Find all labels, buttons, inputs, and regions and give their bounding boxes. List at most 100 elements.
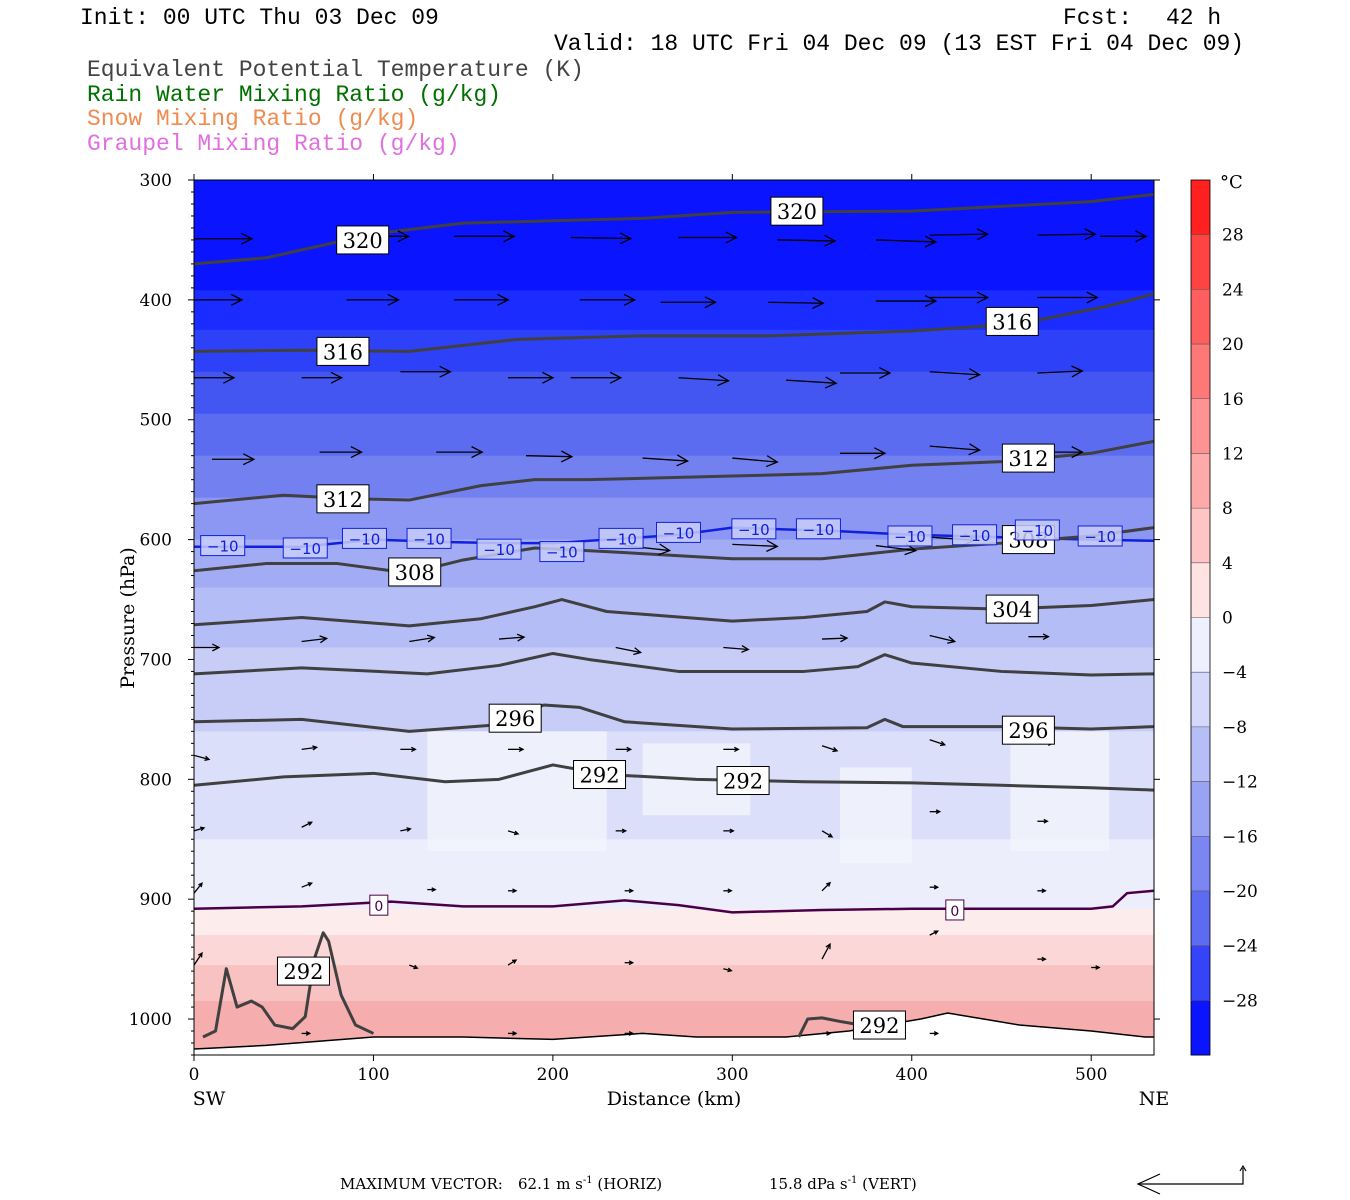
colorbar-tick-label: 20 <box>1222 335 1244 355</box>
wind-vector-head <box>939 740 947 747</box>
wind-vector <box>723 828 735 834</box>
wind-vector <box>786 376 838 389</box>
wind-vector-head <box>199 826 206 832</box>
wind-vector <box>570 371 623 384</box>
wind-vector <box>194 754 211 761</box>
x-tick-label: 0 <box>189 1065 200 1085</box>
wind-vector-head <box>406 827 412 832</box>
wind-vector <box>929 1031 940 1036</box>
theta-e-label: 304 <box>985 594 1039 624</box>
wind-vector <box>400 827 412 832</box>
wind-vector-head <box>242 453 256 466</box>
wind-vector-head <box>212 643 221 652</box>
wind-vector-head <box>704 296 717 309</box>
wind-vector-shaft <box>821 830 833 838</box>
wind-vector-shaft <box>929 739 945 746</box>
temp-label: −10 <box>476 538 522 560</box>
temp-label: −10 <box>887 525 933 547</box>
wind-vector-head <box>878 366 892 380</box>
wind-vector-head <box>1095 965 1101 970</box>
temp-label-text: 0 <box>374 899 383 915</box>
wind-vector-head <box>623 293 637 306</box>
colorbar-segment <box>1191 726 1210 783</box>
wind-vector-head <box>312 745 319 751</box>
wind-vector <box>624 1031 635 1036</box>
wind-vector-head <box>933 1031 940 1036</box>
colorbar-segment <box>1191 453 1210 509</box>
colorbar-tick-label: −12 <box>1222 773 1258 793</box>
wind-vector-head <box>198 882 203 888</box>
wind-vector <box>1037 228 1097 241</box>
wind-vector-head <box>633 647 643 656</box>
wind-vector-shaft <box>194 952 203 966</box>
colorbar-tick-label: 0 <box>1222 609 1233 629</box>
warm-patch-0 <box>427 731 607 852</box>
colorbar-tick-label: −4 <box>1222 663 1247 683</box>
theta-e-label: 308 <box>388 557 442 587</box>
wind-vector-head <box>873 447 887 460</box>
wind-vector <box>615 828 628 834</box>
wind-vector-shaft <box>301 746 317 750</box>
temp-label-text: −10 <box>546 544 578 562</box>
theta-e-label-box <box>1001 715 1055 745</box>
wind-vector <box>875 295 938 308</box>
wind-vector-head <box>542 371 555 384</box>
wind-vector <box>194 371 236 384</box>
colorbar-segment <box>1191 398 1210 454</box>
wind-vector <box>194 293 244 306</box>
theta-e-label-box <box>388 557 442 587</box>
y-tick-label: 1000 <box>129 1010 172 1030</box>
wind-vector-head <box>426 634 436 643</box>
wind-vector <box>678 374 730 387</box>
wind-vector <box>821 830 834 838</box>
wind-vector-shaft <box>615 646 641 654</box>
wind-vector-head <box>825 942 831 950</box>
wind-vector <box>723 967 733 973</box>
wind-vector <box>723 644 750 653</box>
ground-surface <box>194 1012 1154 1055</box>
wind-vector-head <box>397 230 410 243</box>
wind-vector <box>875 235 938 248</box>
wind-vector-head <box>826 881 832 887</box>
legend-rain: Rain Water Mixing Ratio (g/kg) <box>87 82 502 108</box>
wind-vector <box>570 232 633 245</box>
colorbar-segment <box>1191 1000 1210 1056</box>
temp-band-9 <box>194 647 1154 733</box>
wind-vector-shaft <box>507 830 519 835</box>
wind-vector-head <box>471 446 484 459</box>
wind-vector <box>642 454 690 467</box>
wind-vector <box>508 1031 518 1036</box>
wind-vector-shaft <box>732 457 778 463</box>
theta-e-contour-9 <box>797 1016 855 1038</box>
wind-vector-shaft <box>723 646 749 651</box>
colorbar-segment <box>1191 180 1210 236</box>
wind-vector <box>301 1031 312 1036</box>
temp-label-box <box>598 527 644 549</box>
x-tick-label: 400 <box>896 1065 928 1085</box>
colorbar-unit: °C <box>1220 172 1243 193</box>
horiz-vector-value: 62.1 m s-1 (HORIZ) <box>518 1175 663 1193</box>
y-axis-title: Pressure (hPa) <box>117 547 139 689</box>
wind-vector-shaft <box>821 943 831 960</box>
theta-e-label: 312 <box>316 484 370 514</box>
wind-vector-head <box>330 371 344 384</box>
temp-label-text: −10 <box>413 530 445 548</box>
wind-vector-head <box>1041 956 1047 962</box>
theta-e-label-text: 320 <box>777 200 817 224</box>
wind-vector-head <box>609 371 623 384</box>
wind-vector-head <box>628 1031 635 1036</box>
wind-vector <box>579 293 637 306</box>
wind-vector-head <box>350 446 364 459</box>
wind-vector <box>624 960 635 966</box>
theta-e-label: 320 <box>770 196 824 226</box>
wind-vector-head <box>766 539 779 552</box>
theta-e-label-box <box>488 703 542 733</box>
theta-e-contour-8 <box>202 931 375 1039</box>
wind-vector-shaft <box>301 637 327 643</box>
wind-vector-shaft <box>821 882 831 892</box>
wind-vector-head <box>933 930 939 935</box>
reference-vector-icon <box>1136 1164 1247 1195</box>
wind-vector <box>400 365 452 378</box>
wind-vector <box>194 232 254 245</box>
